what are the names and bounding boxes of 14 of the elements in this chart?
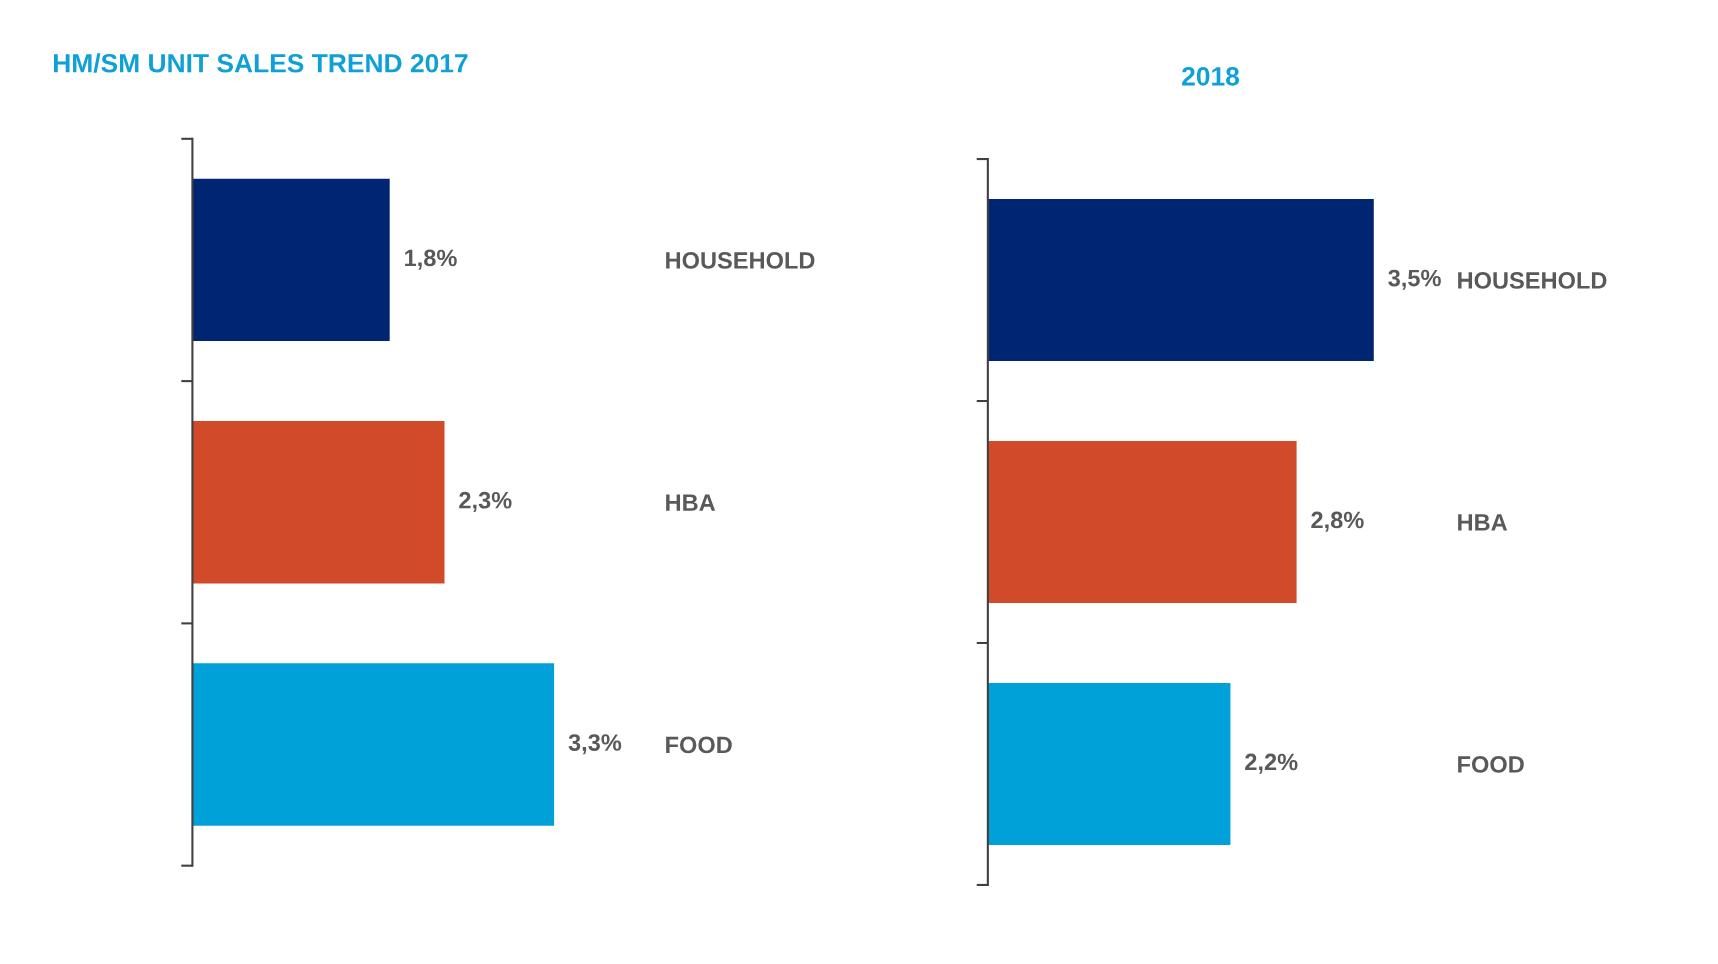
y-tick-label: FOOD [1458,756,1524,773]
y-tick-label: HOUSEHOLD [666,252,815,269]
data-label: 2,8% [1311,511,1364,532]
chart-title: HM/SM UNIT SALES TREND 2017 [53,53,468,73]
data-label: 1,8% [405,249,457,270]
data-label: 3,5% [1388,269,1441,290]
data-label: 3,3% [568,734,622,755]
chart-title: 2018 [1182,66,1240,86]
y-tick-label: HOUSEHOLD [1458,272,1607,289]
data-label: 2,2% [1245,753,1298,774]
data-label: 2,3% [459,491,512,513]
y-tick-label: HBA [1458,514,1508,531]
y-tick-label: HBA [666,494,716,511]
y-tick-label: FOOD [666,736,732,754]
